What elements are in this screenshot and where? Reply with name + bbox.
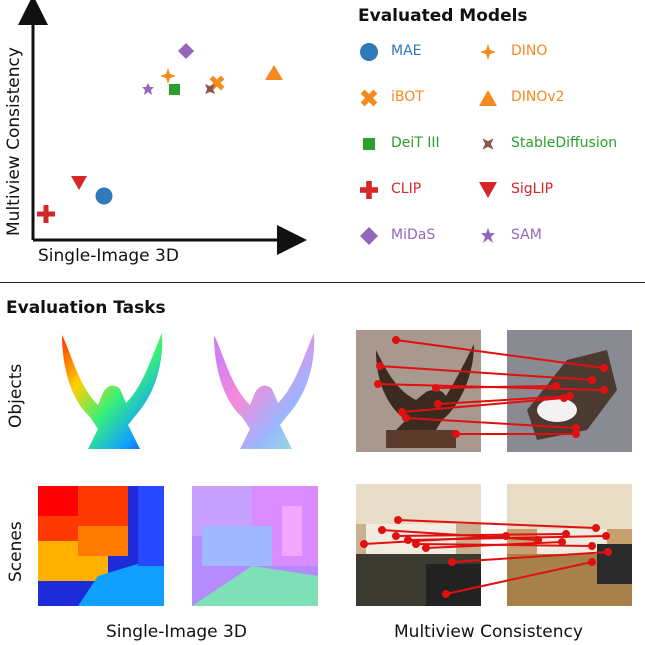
point-dino xyxy=(160,68,176,84)
row-label-scenes: Scenes xyxy=(6,521,26,582)
legend-label-deit: DeiT III xyxy=(391,135,440,151)
scene-correspondence-lines xyxy=(360,516,612,598)
legend-label-clip: CLIP xyxy=(391,181,422,197)
scatter-plot xyxy=(18,0,307,255)
point-deit xyxy=(169,84,180,95)
point-siglip xyxy=(71,176,87,190)
section-divider xyxy=(0,282,645,283)
legend-marker-dino xyxy=(480,44,496,60)
legend-marker-sam xyxy=(481,228,495,243)
tasks-title: Evaluation Tasks xyxy=(6,298,166,318)
y-axis-label: Multiview Consistency xyxy=(4,47,24,236)
row-label-objects: Objects xyxy=(6,363,26,428)
x-axis-label: Single-Image 3D xyxy=(38,246,179,266)
legend-marker-stablediffusion xyxy=(482,138,494,150)
object-depth-image xyxy=(62,333,163,449)
legend-markers xyxy=(360,43,497,245)
legend-marker-ibot xyxy=(360,89,378,107)
legend-marker-midas xyxy=(360,227,378,245)
scene-normal-image xyxy=(192,486,318,606)
scene-depth-image xyxy=(38,486,164,606)
legend-marker-dinov2 xyxy=(479,90,497,106)
legend-label-dino: DINO xyxy=(511,43,548,59)
legend-label-dinov2: DINOv2 xyxy=(511,89,565,105)
legend-label-midas: MiDaS xyxy=(391,227,436,243)
point-mae xyxy=(95,187,113,205)
legend-marker-deit xyxy=(363,138,375,150)
object-correspondence-lines xyxy=(374,336,608,438)
point-dinov2 xyxy=(265,65,283,80)
legend-title: Evaluated Models xyxy=(358,6,528,26)
legend-marker-clip xyxy=(360,181,378,199)
col-label-multiview-consistency: Multiview Consistency xyxy=(394,622,583,642)
legend-marker-mae xyxy=(360,43,378,61)
point-clip xyxy=(37,205,55,223)
legend-label-ibot: iBOT xyxy=(391,89,424,105)
legend-label-stablediffusion: StableDiffusion xyxy=(511,135,618,151)
point-stablediffusion xyxy=(205,84,215,94)
col-label-single-image-3d: Single-Image 3D xyxy=(106,622,247,642)
point-midas xyxy=(178,43,194,59)
legend-label-siglip: SigLIP xyxy=(511,181,554,197)
legend-label-mae: MAE xyxy=(391,43,422,59)
legend-marker-siglip xyxy=(479,182,497,198)
object-normal-image xyxy=(214,333,315,449)
legend-label-sam: SAM xyxy=(511,227,542,243)
point-sam xyxy=(142,83,154,95)
